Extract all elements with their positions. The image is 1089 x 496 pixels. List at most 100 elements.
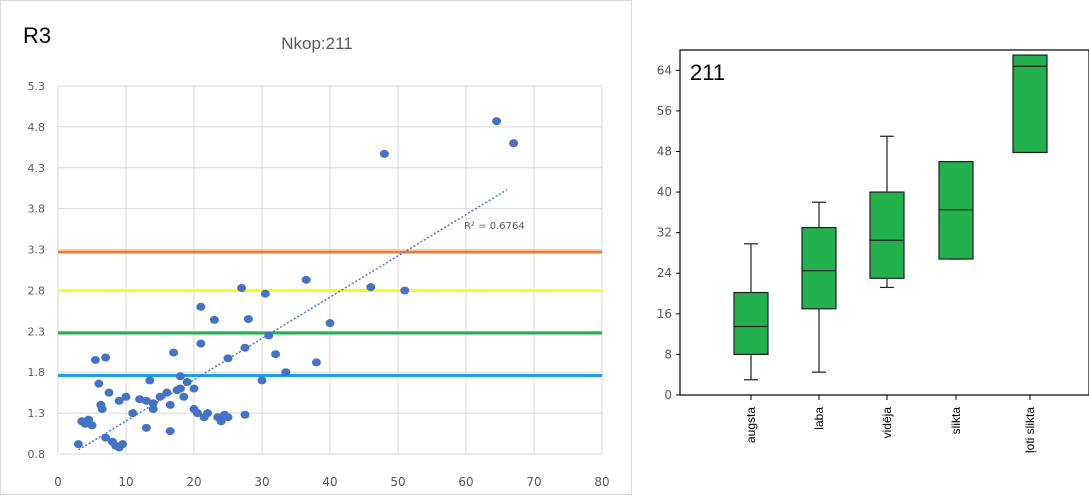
data-point [175,384,185,393]
data-point [179,392,189,401]
y-tick-label: 64 [657,63,672,77]
data-point [196,339,206,348]
data-point [379,149,389,158]
data-point [192,409,202,418]
data-point [94,379,104,388]
x-tick-label: 10 [118,475,133,489]
x-tick-label: 30 [254,475,269,489]
y-tick-label: 0 [664,388,672,402]
y-tick-label: 56 [657,104,672,118]
data-point [240,343,250,352]
y-tick-label: 5.3 [28,80,46,93]
category-label: ļoti slikta [1023,407,1037,453]
x-tick-label: 70 [526,475,541,489]
data-point [141,423,151,432]
data-point [104,388,114,397]
boxes [733,54,1048,381]
data-point [264,331,274,340]
data-point [101,353,111,362]
data-point [281,368,291,377]
data-point [216,417,226,426]
tick-labels: 0 10 20 30 40 50 60 70 80 0.8 1.3 1.8 2.3 2.8 3.3 3.8 4.… [28,80,610,489]
box [869,191,905,279]
panel-label: R3 [23,23,51,48]
x-tick-label: 20 [186,475,201,489]
data-point [189,384,199,393]
trendline [78,189,508,451]
data-point [257,376,267,385]
data-point [118,440,128,449]
y-axis-ticks: 0 8 16 24 32 40 48 56 64 [657,63,680,402]
plot-frame [679,49,1089,396]
chart-title: Nkop:211 [281,34,353,53]
data-point [243,315,253,324]
y-tick-label: 0.8 [28,448,46,461]
y-tick-label: 40 [657,185,672,199]
data-point [165,400,175,409]
data-point [237,283,247,292]
y-tick-label: 2.8 [28,284,46,297]
data-point [400,286,410,295]
data-point [135,395,145,404]
reference-lines [58,250,602,377]
data-point [240,410,250,419]
y-tick-label: 48 [657,144,672,158]
category-labels: augsta laba vidēja slikta ļoti slikta [744,395,1037,453]
box [801,226,837,310]
data-point [311,358,321,367]
data-point [97,405,107,414]
data-point [492,117,502,126]
data-point [101,433,111,442]
data-point [182,378,192,387]
category-label: augsta [744,407,758,443]
data-point [509,139,519,148]
scatter-chart: 0 10 20 30 40 50 60 70 80 0.8 1.3 1.8 2.3 2.8 3.3 3.8 4.… [23,23,610,489]
data-point [175,372,185,381]
data-point [223,354,233,363]
y-tick-label: 3.8 [28,203,46,216]
x-tick-label: 60 [458,475,473,489]
data-point [196,302,206,311]
data-point [366,283,376,292]
data-point [271,350,281,359]
y-tick-label: 8 [664,347,672,361]
y-tick-label: 4.3 [28,162,46,175]
trendline-path [78,189,508,451]
data-point [73,440,83,449]
data-point [209,315,219,324]
data-point [148,405,158,414]
data-point [148,399,158,408]
data-point [301,275,311,284]
x-tick-label: 0 [54,475,62,489]
data-points [73,117,519,452]
data-point [260,289,270,298]
data-point [141,396,151,405]
data-point [223,413,233,422]
data-point [128,409,138,418]
data-point [87,421,97,430]
data-point [145,376,155,385]
data-point [114,396,124,405]
data-point [90,355,100,364]
panel-label: 211 [690,60,725,85]
x-tick-label: 50 [390,475,405,489]
boxplot-panel: 0 8 16 24 32 40 48 56 64 augsta laba vidēja slikta ļ… [650,0,1089,495]
category-label: vidēja [880,407,894,439]
box [733,291,769,356]
y-tick-label: 24 [657,266,672,280]
boxplot-chart: 0 8 16 24 32 40 48 56 64 augsta laba vidēja slikta ļ… [657,49,1089,453]
scatter-panel: 0 10 20 30 40 50 60 70 80 0.8 1.3 1.8 2.3 2.8 3.3 3.8 4.… [0,0,632,495]
data-point [121,392,131,401]
data-point [169,348,179,357]
data-point [325,319,335,328]
y-tick-label: 1.3 [28,407,46,420]
category-label: laba [812,407,826,430]
data-point [203,409,213,418]
y-tick-label: 16 [657,307,672,321]
box [1012,54,1048,154]
x-tick-label: 80 [594,475,609,489]
y-tick-label: 32 [657,226,672,240]
y-tick-label: 1.8 [28,366,46,379]
y-tick-label: 4.8 [28,121,46,134]
trendline-label: R² = 0.6764 [464,221,525,232]
